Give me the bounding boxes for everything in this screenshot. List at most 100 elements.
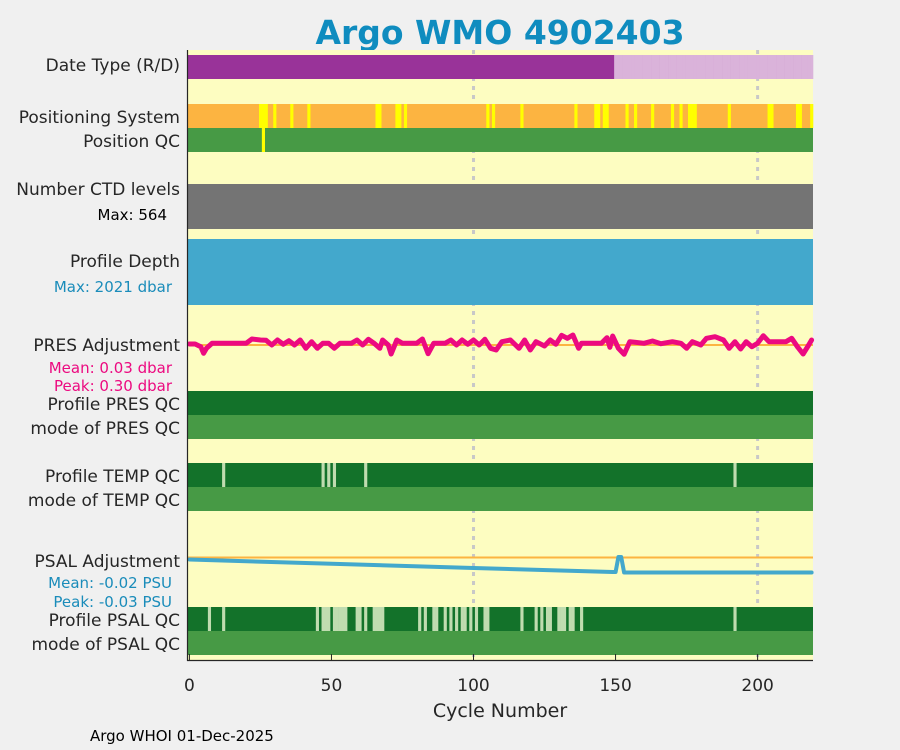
depth-max-text: Max: 2021 dbar [54,278,173,296]
bar-cycle-144 [597,104,601,128]
bar-cycle-192 [733,607,737,631]
bar-cycle-154 [625,104,629,128]
bar-cycle-204 [767,55,771,79]
bar-cycle-207 [776,55,780,79]
row-label-date-type: Date Type (R/D) [46,56,180,76]
bar-cycle-36 [290,104,294,128]
bar-row-positioning [188,104,813,128]
bar-cycle-201 [759,55,763,79]
bar-cycle-206 [773,55,777,79]
bar-cycle-171 [673,55,677,79]
bar-cycle-200 [756,55,760,79]
bar-cycle-146 [602,104,606,128]
bar-cycle-185 [713,55,717,79]
bar-cycle-87 [435,607,439,631]
bar-cycle-45 [315,607,319,631]
bar-cycle-208 [778,55,783,79]
bar-cycle-47 [321,463,325,487]
bar-row-pres-qc [188,391,813,415]
bar-cycle-203 [764,55,768,79]
bar-cycle-49 [327,463,331,487]
footer-text: Argo WHOI 01-Dec-2025 [90,727,274,745]
row-label-pres-adjustment: PRES Adjustment [33,336,180,356]
row-label-psal-qc-mode: mode of PSAL QC [31,635,180,655]
bar-row-pres-qc-mode [188,415,813,439]
bar-cycle-153 [622,55,626,79]
bar-cycle-202 [761,55,766,79]
pres-adjustment-series-line [186,332,815,357]
x-tick-label: 100 [457,676,489,696]
bar-cycle-73 [395,104,399,128]
bar-cycle-132 [563,607,567,631]
bar-cycle-94 [455,607,459,631]
pres-mean-text: Mean: 0.03 dbar [49,359,173,377]
bar-cycle-197 [747,55,751,79]
adjustment-lines [186,332,815,575]
bar-cycle-131 [560,607,564,631]
bar-cycle-205 [770,55,774,79]
bar-cycle-157 [634,55,638,79]
bar-cycle-204 [767,104,771,128]
bar-cycle-127 [548,607,552,631]
bar-cycle-173 [679,104,683,128]
bar-cycle-48 [324,607,328,631]
bar-cycle-219 [810,55,814,79]
bar-cycle-186 [716,55,720,79]
bar-cycle-101 [474,607,479,631]
row-label-profile-depth: Profile Depth [70,252,180,272]
bar-cycle-199 [753,55,757,79]
bar-cycle-164 [653,55,658,79]
bar-cycle-122 [534,607,538,631]
bar-cycle-162 [648,55,652,79]
bar-cycle-173 [679,55,683,79]
bar-cycle-90 [443,607,447,631]
bar-cycle-66 [375,104,379,128]
bar-cycle-157 [634,104,638,128]
bar-cycle-135 [571,607,575,631]
bar-cycle-176 [688,55,692,79]
bar-cycle-59 [355,607,359,631]
bar-cycle-49 [327,607,331,631]
row-label-psal-qc: Profile PSAL QC [49,611,180,631]
bar-cycle-181 [702,55,706,79]
bar-cycle-136 [574,104,578,128]
bar-cycle-26 [261,128,266,152]
bar-cycle-25 [259,104,263,128]
bar-cycle-68 [381,607,385,631]
bar-cycle-104 [483,607,487,631]
bar-cycle-187 [719,55,723,79]
bar-cycle-152 [619,55,623,79]
bar-cycle-47 [321,607,325,631]
bar-cycle-42 [307,104,311,128]
bar-cycle-183 [707,55,712,79]
bar-cycle-169 [668,55,672,79]
bar-cycle-166 [659,55,663,79]
bar-cycle-188 [722,55,726,79]
bar-cycle-138 [580,607,584,631]
bar-cycle-92 [449,607,453,631]
bar-cycle-214 [795,104,800,128]
bar-cycle-159 [639,55,643,79]
bar-cycle-12 [222,463,226,487]
bar-cycle-189 [724,55,729,79]
bar-cycle-168 [665,55,669,79]
bar-cycle-126 [545,607,550,631]
bar-cycle-99 [469,607,473,631]
bar-cycle-178 [693,104,697,128]
bar-cycle-134 [568,607,572,631]
bar-cycle-163 [651,55,655,79]
bar-cycle-51 [332,607,337,631]
bar-cycle-53 [338,607,342,631]
bar-cycle-62 [364,463,368,487]
bar-cycle-205 [770,104,774,128]
bar-cycle-117 [520,104,524,128]
bar-row-psal-qc [188,607,813,631]
row-label-position-qc: Position QC [83,132,180,152]
row-label-ctd-levels: Number CTD levels [16,180,180,200]
bar-cycle-97 [463,607,467,631]
ctd-max-text: Max: 564 [98,206,167,224]
bar-cycle-60 [358,607,362,631]
row-label-temp-qc: Profile TEMP QC [45,467,180,487]
bar-cycle-158 [636,55,641,79]
